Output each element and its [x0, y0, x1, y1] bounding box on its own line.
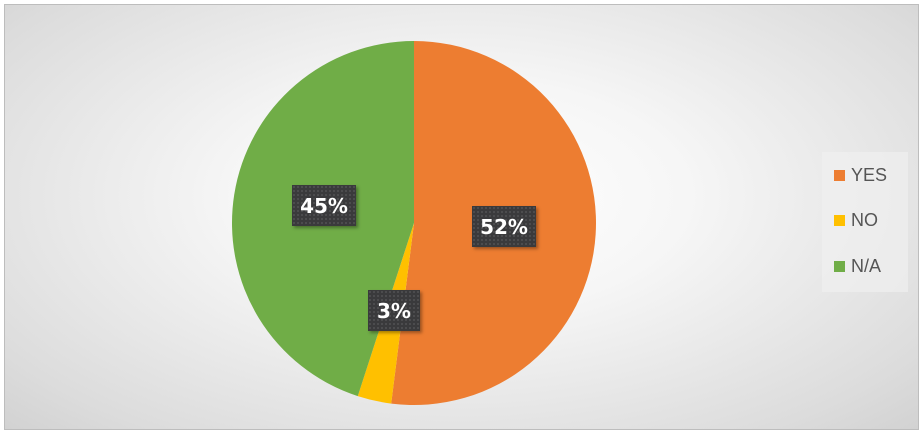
data-label-no: 3%: [368, 290, 420, 331]
data-label-na: 45%: [292, 185, 356, 226]
legend-label-yes: YES: [851, 165, 888, 185]
legend-label-no: NO: [851, 210, 878, 230]
legend-swatch-no: [834, 215, 845, 226]
legend-item-yes: YES: [834, 165, 887, 186]
legend-item-na: N/A: [834, 256, 881, 277]
legend-swatch-yes: [834, 170, 845, 181]
legend: YES NO N/A: [822, 152, 908, 292]
legend-swatch-na: [834, 261, 845, 272]
legend-label-na: N/A: [851, 256, 882, 276]
legend-item-no: NO: [834, 210, 878, 231]
data-label-yes: 52%: [472, 206, 536, 247]
